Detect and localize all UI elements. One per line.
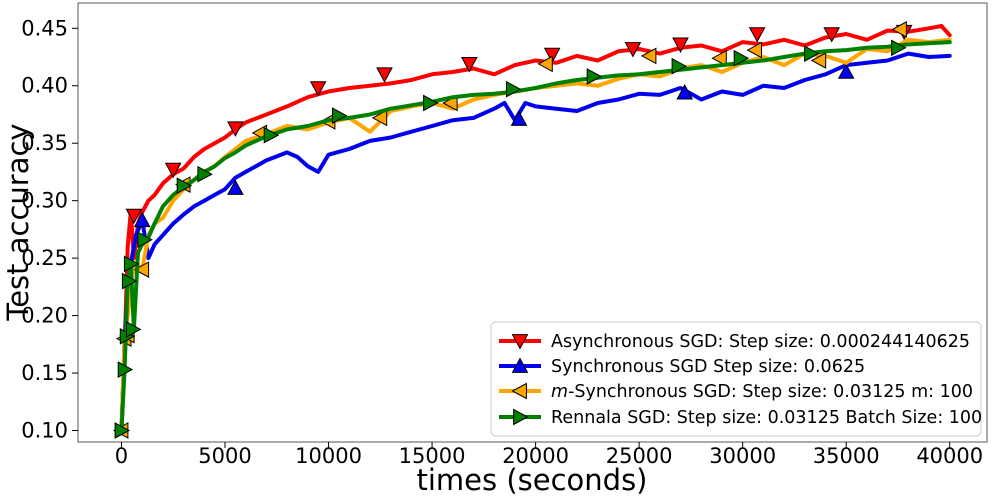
series-marker bbox=[332, 107, 348, 124]
series-marker bbox=[891, 39, 907, 57]
y-tick-label: 0.45 bbox=[21, 16, 68, 40]
series-marker bbox=[117, 361, 134, 378]
y-tick-label: 0.30 bbox=[21, 189, 68, 213]
series-marker bbox=[640, 47, 657, 65]
x-tick-label: 35000 bbox=[813, 444, 880, 468]
series-marker bbox=[671, 57, 688, 75]
series-marker bbox=[510, 110, 528, 126]
series-marker bbox=[506, 80, 522, 98]
series-1 bbox=[119, 24, 952, 433]
series-marker bbox=[537, 55, 553, 73]
series-marker bbox=[891, 21, 907, 38]
x-axis-title: times (seconds) bbox=[416, 463, 647, 497]
series-line bbox=[119, 40, 952, 433]
series-marker bbox=[746, 41, 762, 59]
y-tick-label: 0.25 bbox=[21, 246, 68, 270]
legend-marker bbox=[511, 382, 527, 400]
series-marker bbox=[227, 179, 244, 195]
series-marker bbox=[823, 27, 841, 43]
series-marker bbox=[114, 422, 131, 439]
series-marker bbox=[133, 261, 150, 278]
series-marker bbox=[126, 321, 142, 338]
series-marker bbox=[309, 81, 327, 97]
series-marker bbox=[133, 211, 151, 228]
y-axis: 0.10 0.15 0.20 0.25 0.30 0.35 0.40 0.45 bbox=[21, 16, 78, 443]
y-tick-label: 0.10 bbox=[21, 419, 68, 443]
series-2 bbox=[119, 51, 952, 433]
x-axis: 0 5000 10000 15000 20000 25000 30000 35000 40000 bbox=[115, 442, 983, 468]
series-marker bbox=[804, 45, 820, 62]
series-marker bbox=[121, 272, 138, 290]
series-marker bbox=[137, 231, 153, 249]
series-marker bbox=[125, 208, 143, 225]
y-axis-title: Test accuracy bbox=[1, 123, 35, 321]
series-marker bbox=[672, 37, 689, 53]
series-marker bbox=[460, 57, 478, 73]
series-marker bbox=[423, 94, 439, 112]
series-layer bbox=[112, 21, 952, 439]
series-marker bbox=[176, 177, 193, 195]
legend-marker bbox=[511, 357, 529, 373]
series-marker bbox=[837, 63, 855, 79]
x-tick-label: 20000 bbox=[502, 444, 569, 468]
series-marker bbox=[197, 165, 213, 183]
series-marker bbox=[376, 67, 393, 83]
series-line bbox=[119, 24, 952, 433]
series-marker bbox=[371, 109, 388, 127]
y-tick-label: 0.15 bbox=[21, 361, 68, 385]
x-tick-label: 40000 bbox=[916, 444, 983, 468]
legend-marker bbox=[511, 334, 529, 350]
series-marker bbox=[733, 49, 750, 67]
y-tick-label: 0.20 bbox=[21, 304, 68, 328]
x-tick-label: 25000 bbox=[606, 444, 673, 468]
series-marker bbox=[227, 121, 244, 137]
x-tick-label: 5000 bbox=[198, 444, 251, 468]
series-marker bbox=[711, 49, 727, 67]
x-tick-label: 15000 bbox=[399, 444, 466, 468]
series-marker bbox=[586, 68, 603, 85]
series-line bbox=[119, 51, 952, 433]
legend-label: m-Synchronous SGD: Step size: 0.03125 m:… bbox=[551, 382, 973, 402]
series-4 bbox=[114, 39, 952, 439]
legend-label: Asynchronous SGD: Step size: 0.000244140… bbox=[551, 332, 970, 352]
series-marker bbox=[263, 126, 280, 144]
series-marker bbox=[748, 27, 766, 43]
series-marker bbox=[810, 52, 827, 69]
y-tick-label: 0.35 bbox=[21, 131, 68, 155]
series-marker bbox=[164, 162, 182, 179]
legend-label: Rennala SGD: Step size: 0.03125 Batch Si… bbox=[551, 408, 982, 428]
legend: Asynchronous SGD: Step size: 0.000244140… bbox=[490, 321, 982, 437]
x-tick-label: 0 bbox=[115, 444, 128, 468]
series-marker bbox=[676, 84, 694, 100]
legend-marker bbox=[513, 408, 529, 426]
series-marker bbox=[624, 42, 642, 58]
series-marker bbox=[543, 47, 561, 64]
x-tick-label: 30000 bbox=[709, 444, 776, 468]
y-tick-label: 0.40 bbox=[21, 74, 68, 98]
x-tick-label: 10000 bbox=[295, 444, 362, 468]
series-marker bbox=[123, 255, 140, 273]
legend-box bbox=[490, 321, 982, 437]
legend-label: Synchronous SGD Step size: 0.0625 bbox=[551, 357, 865, 377]
